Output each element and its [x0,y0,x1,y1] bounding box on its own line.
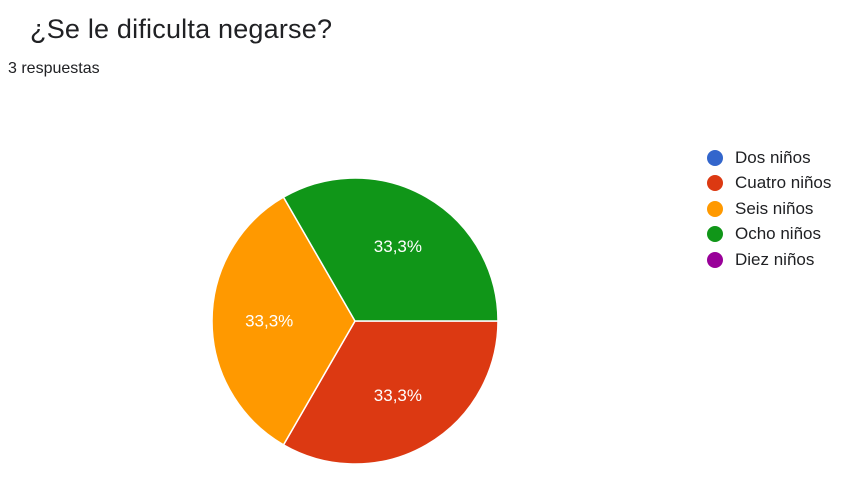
legend-item-dos-ninos[interactable]: Dos niños [707,145,831,171]
legend-swatch-cuatro-ninos [707,175,723,192]
legend-item-diez-ninos[interactable]: Diez niños [707,247,831,273]
legend-label-dos-ninos: Dos niños [735,147,811,167]
legend-label-ocho-ninos: Ocho niños [735,224,821,244]
legend-label-seis-ninos: Seis niños [735,198,814,218]
legend-item-seis-ninos[interactable]: Seis niños [707,196,831,222]
pie-slice-seis-ninos[interactable] [211,196,356,446]
pie-slice-cuatro-ninos[interactable] [282,320,499,465]
legend-item-ocho-ninos[interactable]: Ocho niños [707,222,831,248]
legend-swatch-seis-ninos [707,200,723,217]
pie-label-seis-ninos: 33,3% [245,312,293,331]
legend-swatch-ocho-ninos [707,226,723,243]
pie-slice-ocho-ninos[interactable] [282,177,499,322]
legend-label-cuatro-ninos: Cuatro niños [735,173,832,193]
legend-swatch-diez-ninos [707,251,723,268]
pie-label-cuatro-ninos: 33,3% [374,386,422,405]
chart-title: ¿Se le dificulta negarse? [30,14,333,44]
legend-label-diez-ninos: Diez niños [735,249,815,269]
pie-label-ocho-ninos: 33,3% [374,237,422,256]
legend: Dos niños Cuatro niños Seis niños Ocho n… [707,145,831,273]
response-count: 3 respuestas [8,60,100,77]
legend-swatch-dos-ninos [707,149,723,166]
legend-item-cuatro-ninos[interactable]: Cuatro niños [707,171,831,197]
